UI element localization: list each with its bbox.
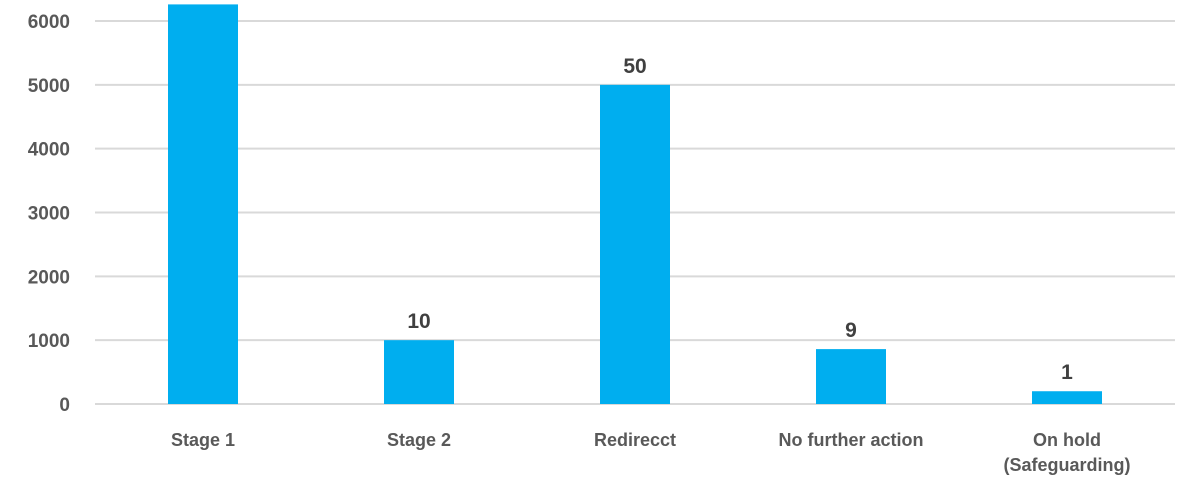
x-axis-labels: Stage 1 Stage 2 Redirecct No further action…	[171, 430, 1131, 475]
data-label: 9	[845, 319, 857, 342]
bar	[1032, 391, 1102, 404]
y-tick-label: 1000	[28, 331, 70, 352]
data-label: 50	[623, 55, 646, 78]
x-category-label: Stage 1	[171, 430, 235, 450]
y-tick-label: 4000	[28, 140, 70, 161]
x-category-label: No further action	[778, 430, 923, 450]
y-tick-label: 2000	[28, 267, 70, 288]
data-label: 10	[407, 310, 430, 333]
y-axis-ticks: 0 1000 2000 3000 4000 5000 6000	[28, 12, 70, 416]
x-category-label: (Safeguarding)	[1003, 455, 1130, 475]
x-category-label: On hold	[1033, 430, 1101, 450]
y-tick-label: 6000	[28, 12, 70, 33]
x-category-label: Redirecct	[594, 430, 676, 450]
bar	[600, 84, 670, 404]
y-tick-label: 0	[59, 395, 70, 416]
bar	[816, 349, 886, 404]
bars	[168, 4, 1102, 405]
y-tick-label: 3000	[28, 204, 70, 225]
data-labels: 63105091	[407, 55, 1073, 384]
bar	[384, 340, 454, 404]
data-label: 1	[1061, 361, 1073, 384]
bar	[168, 4, 238, 405]
y-tick-label: 5000	[28, 76, 70, 97]
x-category-label: Stage 2	[387, 430, 451, 450]
